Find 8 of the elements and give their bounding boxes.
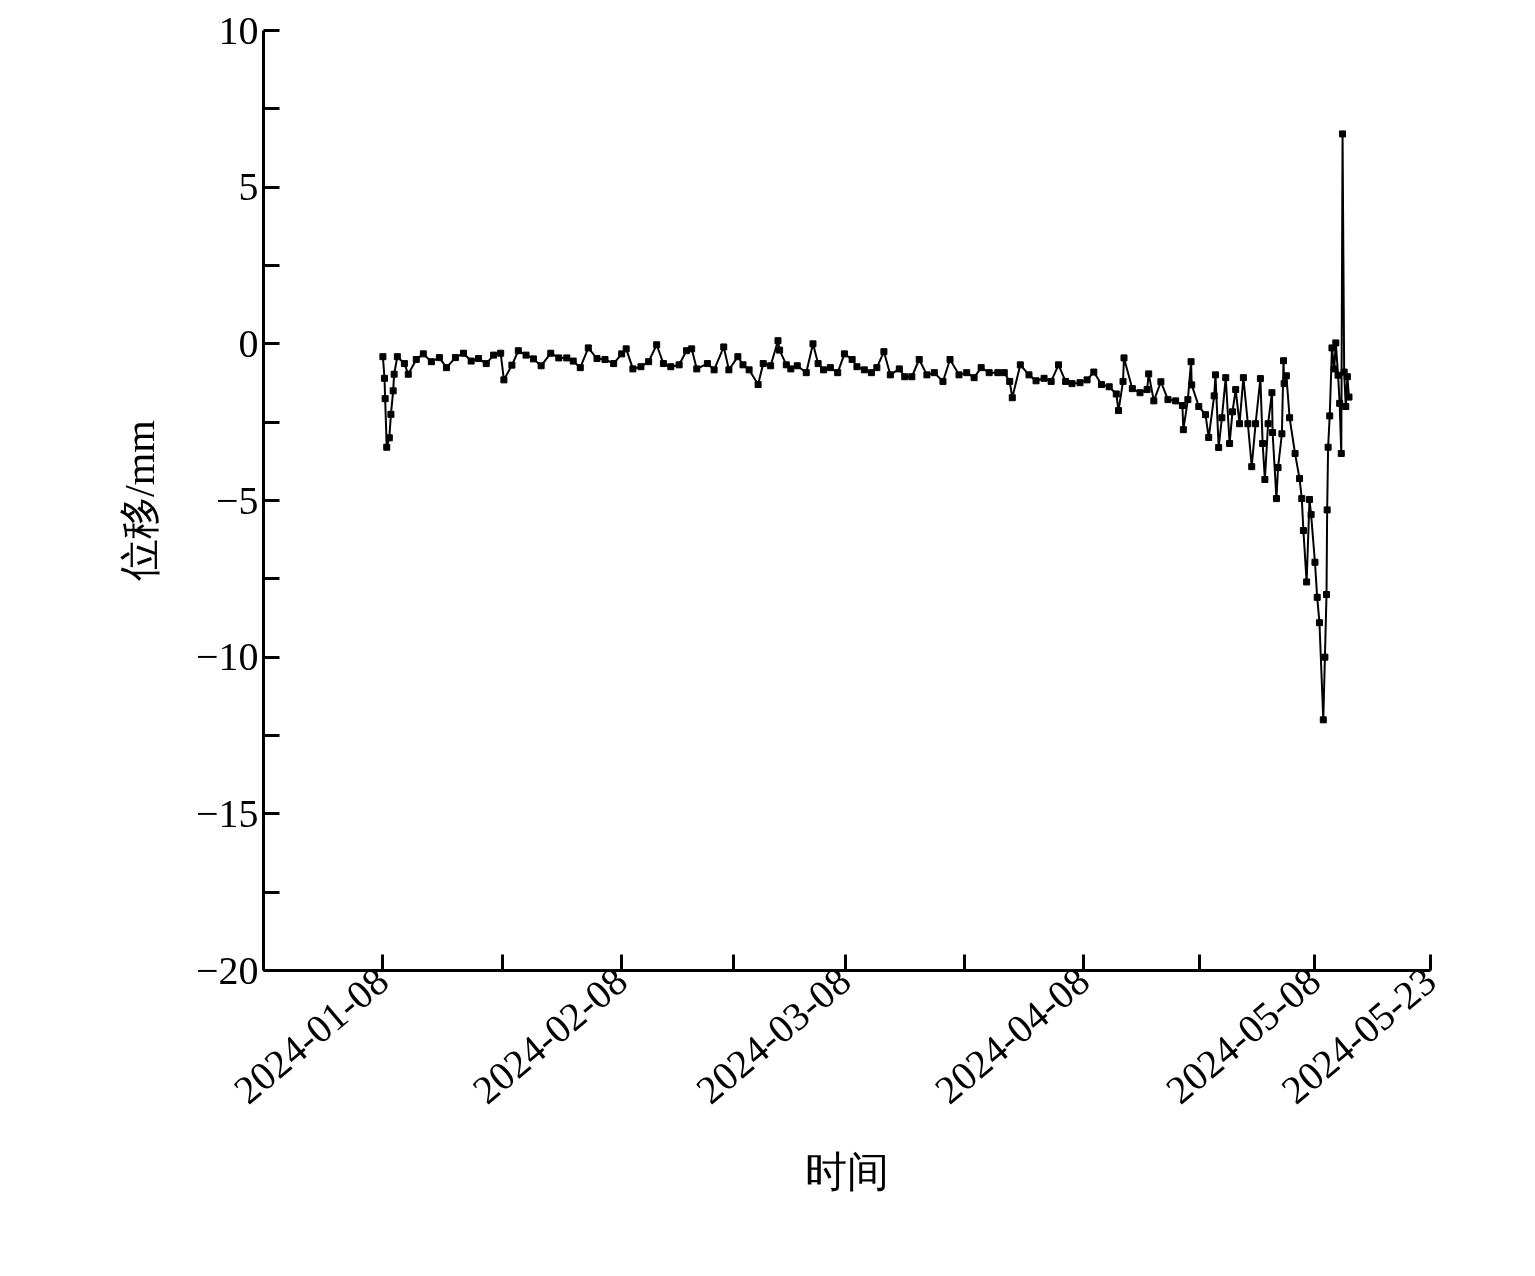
y-tick-label: 10 [218,7,259,53]
y-tick-label: 0 [238,320,259,366]
y-tick-label: 5 [238,164,259,210]
y-tick-label: −10 [195,634,259,680]
y-tick-label: −15 [195,790,259,836]
x-axis-title: 时间 [805,1148,889,1195]
y-tick-label: −5 [215,477,259,523]
y-axis-title: 位移/mm [116,419,163,581]
